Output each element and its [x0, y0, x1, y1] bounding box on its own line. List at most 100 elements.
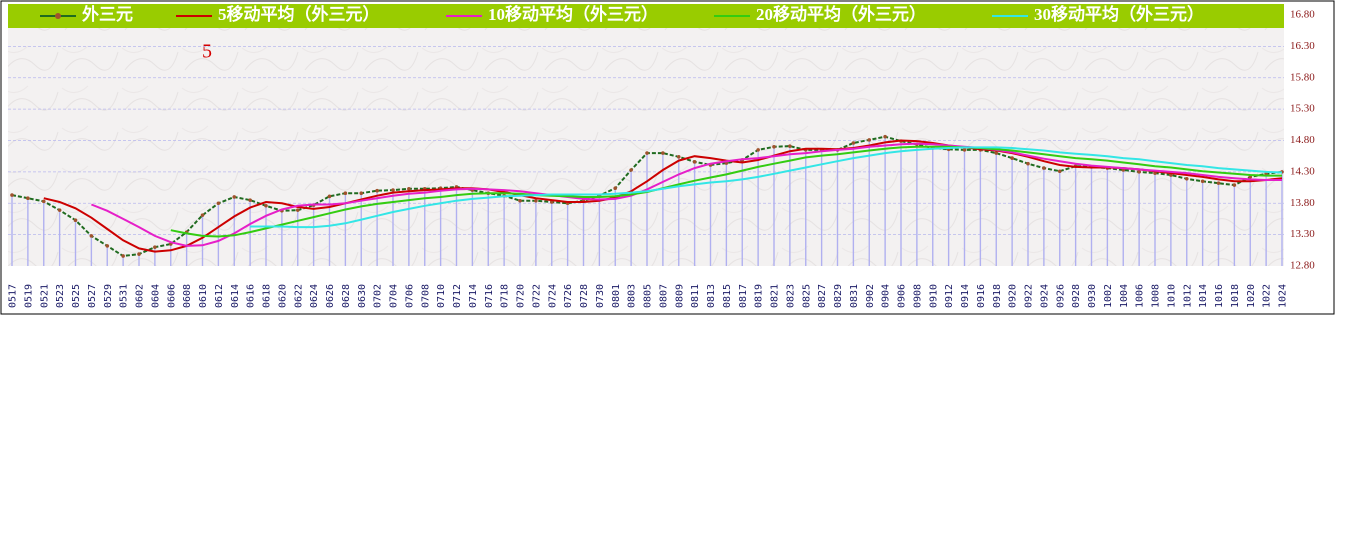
x-tick-label: 0527	[87, 284, 98, 308]
point	[1137, 170, 1141, 174]
x-tick-label: 0823	[785, 284, 796, 308]
point	[200, 213, 205, 217]
legend-label: 30移动平均（外三元）	[1034, 4, 1204, 24]
point	[26, 196, 30, 201]
y-tick-label: 13.80	[1290, 197, 1315, 209]
x-tick-label: 0704	[389, 284, 400, 308]
series-line	[91, 142, 1282, 247]
point	[676, 155, 681, 159]
point	[1216, 181, 1221, 185]
x-tick-label: 0817	[738, 284, 749, 308]
series-line	[250, 146, 1283, 229]
x-tick-label: 1012	[1182, 284, 1193, 308]
point	[772, 144, 776, 149]
point	[248, 198, 252, 202]
x-tick-label: 0819	[754, 284, 765, 308]
point	[518, 198, 522, 203]
x-tick-label: 0720	[516, 284, 527, 308]
x-tick-label: 0928	[1071, 284, 1082, 308]
x-tick-label: 1004	[1119, 284, 1130, 308]
series-line	[170, 145, 1282, 238]
point	[1232, 183, 1237, 187]
x-tick-label: 0616	[246, 284, 257, 308]
point	[1042, 166, 1046, 170]
x-tick-label: 0904	[881, 284, 892, 308]
x-tick-label: 1010	[1166, 284, 1177, 308]
x-tick-label: 0531	[119, 284, 130, 308]
point	[613, 186, 618, 190]
x-tick-label: 1014	[1198, 284, 1209, 308]
x-tick-label: 0718	[500, 284, 511, 308]
legend-label: 5移动平均（外三元）	[218, 4, 380, 24]
point	[73, 218, 78, 222]
legend-label: 10移动平均（外三元）	[488, 4, 658, 24]
x-tick-label: 0604	[150, 284, 161, 308]
x-tick-label: 0924	[1039, 284, 1050, 308]
point	[1200, 179, 1205, 184]
x-tick-label: 0626	[325, 284, 336, 308]
point	[105, 244, 110, 248]
point	[375, 188, 379, 193]
x-tick-label: 0630	[357, 284, 368, 308]
x-tick-label: 0803	[627, 284, 638, 308]
point	[1057, 169, 1062, 174]
x-tick-label: 1006	[1135, 284, 1146, 308]
x-tick-label: 1016	[1214, 284, 1225, 308]
x-tick-label: 0523	[55, 284, 66, 308]
x-tick-label: 1018	[1230, 284, 1241, 308]
x-tick-label: 0730	[595, 284, 606, 308]
point	[645, 151, 649, 155]
x-tick-label: 0805	[643, 284, 654, 308]
point	[295, 208, 300, 212]
x-tick-label: 0618	[262, 284, 273, 308]
x-tick-label: 0910	[928, 284, 939, 308]
x-tick-label: 1022	[1262, 284, 1273, 308]
x-tick-label: 0521	[39, 284, 50, 308]
x-tick-label: 0902	[865, 284, 876, 308]
x-tick-label: 0918	[992, 284, 1003, 308]
point	[327, 194, 332, 199]
x-tick-label: 0517	[8, 284, 19, 308]
x-tick-label: 0614	[230, 284, 241, 308]
x-tick-label: 0620	[277, 284, 288, 308]
point	[264, 203, 268, 208]
x-tick-label: 0628	[341, 284, 352, 308]
point	[407, 187, 411, 191]
x-tick-label: 0821	[770, 284, 781, 308]
annotation: 5	[202, 41, 212, 63]
point	[343, 191, 348, 196]
point	[534, 198, 538, 203]
point	[788, 144, 792, 148]
x-tick-label: 0811	[690, 284, 701, 308]
point	[57, 208, 62, 212]
x-tick-label: 0801	[611, 284, 622, 308]
legend-bar	[8, 4, 1284, 28]
point	[883, 134, 887, 139]
y-tick-label: 16.30	[1290, 40, 1315, 52]
point	[391, 188, 395, 192]
x-tick-label: 0608	[182, 284, 193, 308]
x-tick-label: 0831	[849, 284, 860, 308]
x-tick-label: 0829	[833, 284, 844, 308]
x-tick-label: 0825	[801, 284, 812, 308]
x-tick-label: 0702	[373, 284, 384, 308]
x-tick-label: 0908	[912, 284, 923, 308]
x-tick-label: 0622	[293, 284, 304, 308]
x-tick-label: 0716	[484, 284, 495, 308]
x-tick-label: 0710	[436, 284, 447, 308]
x-tick-label: 0606	[166, 284, 177, 308]
point	[1184, 176, 1189, 181]
point	[232, 195, 237, 199]
x-tick-label: 0602	[135, 284, 146, 308]
point	[89, 234, 94, 238]
x-tick-label: 1008	[1151, 284, 1162, 308]
point	[692, 160, 697, 164]
point	[1026, 161, 1030, 166]
point	[629, 168, 633, 172]
x-tick-label: 0809	[674, 284, 685, 308]
x-tick-label: 0807	[658, 284, 669, 308]
point	[1010, 156, 1014, 160]
x-tick-label: 1002	[1103, 284, 1114, 308]
